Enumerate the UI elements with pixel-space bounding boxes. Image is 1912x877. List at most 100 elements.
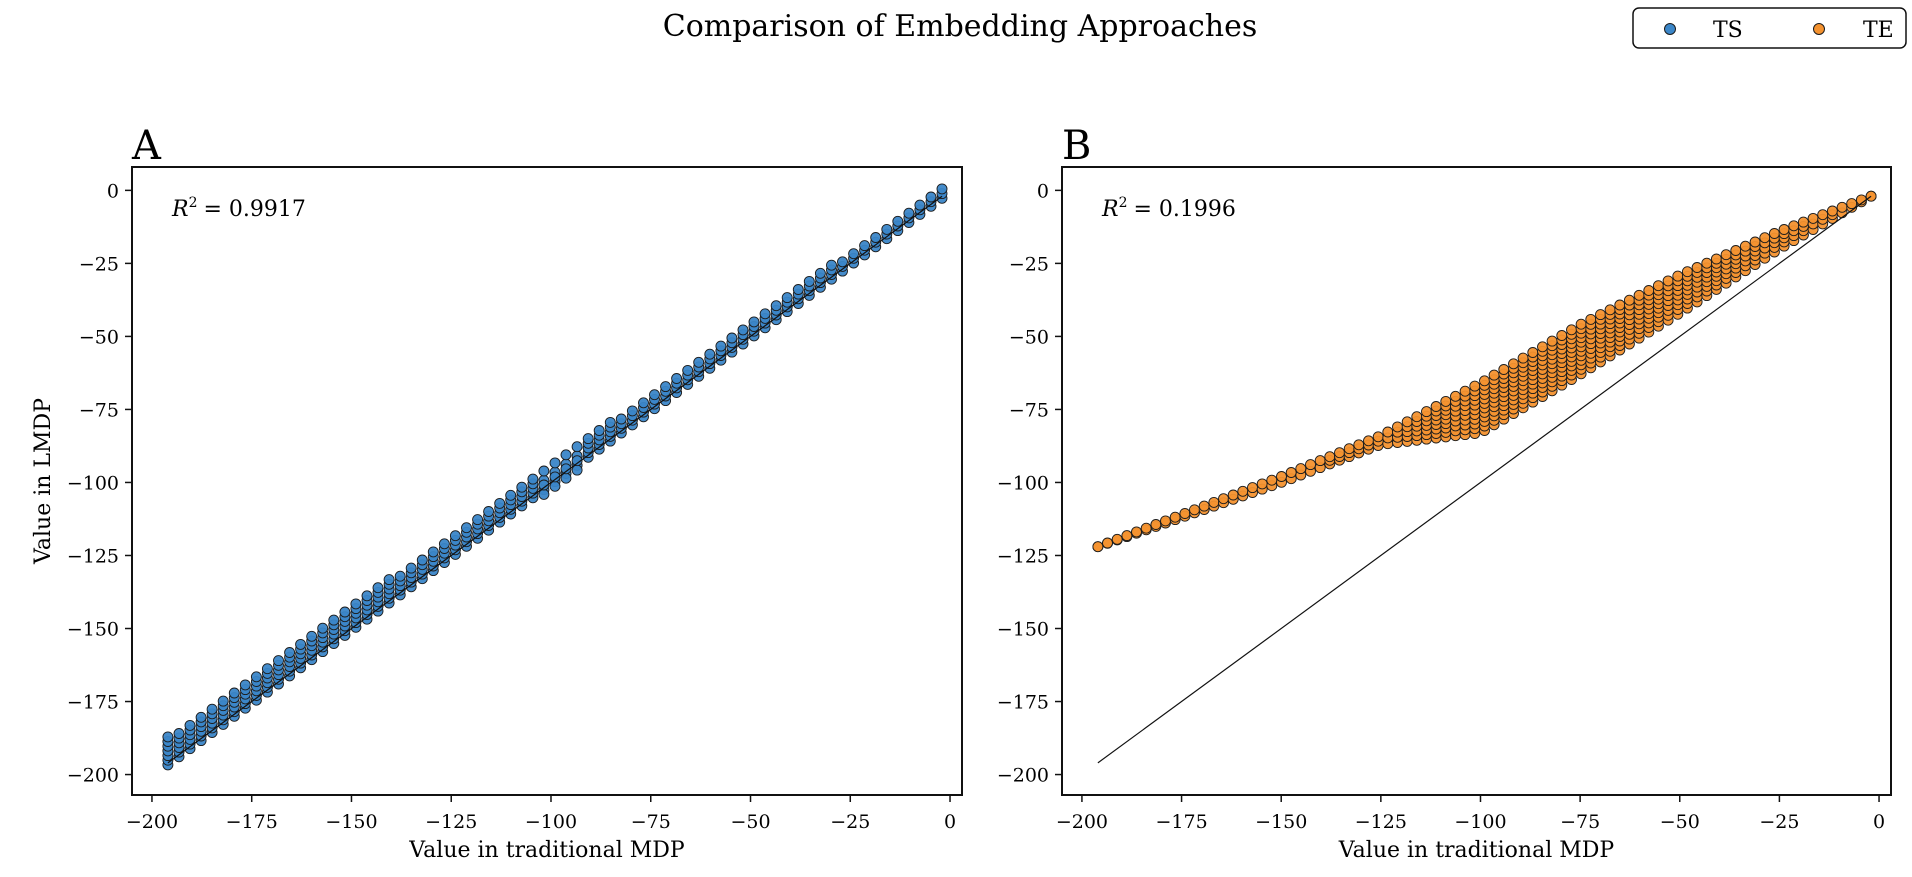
x-tick-label: −125 [1355,811,1407,833]
data-point [317,622,329,634]
data-point [615,413,627,425]
data-point [206,703,218,715]
data-point [1179,508,1191,519]
data-point [792,284,804,295]
data-point [1353,439,1365,451]
data-point [1585,313,1597,325]
data-point [826,259,837,271]
x-tick-label: −75 [1560,811,1600,833]
data-point [1392,421,1403,433]
legend: TS TE [1632,7,1907,49]
data-point [1807,212,1819,224]
panel-a: A −200 −175 −150 −125 −100 −75 −50 −25 0 0 −25 −50 −7… [31,123,963,863]
y-tick-label: −125 [67,545,119,567]
data-point [1488,369,1500,381]
y-tick-label: 0 [107,180,119,202]
data-point [1266,474,1278,486]
x-axis-label: Value in traditional MDP [408,838,685,863]
scatter-points [1092,190,1877,553]
data-point [1730,245,1742,256]
data-point [737,324,749,336]
data-point [560,463,572,475]
data-point [1691,262,1703,273]
data-point [416,554,428,566]
x-tick-label: −200 [126,811,178,833]
panel-letter: A [131,123,162,169]
data-point [1575,318,1587,330]
data-point [1826,205,1838,217]
data-point [1836,201,1848,213]
y-tick-label: −100 [67,472,119,494]
data-point [1247,482,1258,494]
legend-label-ts: TS [1713,18,1743,43]
x-tick-label: −100 [1454,811,1506,833]
data-point [1672,270,1684,282]
data-point [1633,289,1645,301]
data-point [1556,330,1568,341]
data-point [748,316,760,328]
data-point [1256,478,1268,490]
data-point [649,389,660,401]
data-point [472,514,484,526]
data-point [1681,266,1693,278]
scatter-points [162,183,948,771]
x-tick-label: −150 [1255,811,1307,833]
panel-letter: B [1062,123,1091,169]
data-point [638,397,649,409]
data-point [1440,395,1452,407]
data-point [1778,224,1790,235]
data-point [1372,431,1384,443]
y-tick-label: −175 [997,692,1049,714]
data-point [284,647,296,658]
legend-marker-te [1813,23,1825,35]
data-point [1401,416,1413,428]
data-point [1421,406,1432,418]
data-point [162,731,174,743]
data-point [715,340,727,352]
data-point [328,614,340,626]
data-point [693,356,705,368]
identity-line [1097,195,1872,764]
data-point [1363,435,1374,447]
data-point [1662,275,1674,287]
data-point [449,530,461,542]
data-point [383,574,395,586]
x-tick-label: 0 [1873,811,1885,833]
data-point [1865,190,1877,202]
data-point [306,630,318,642]
y-tick-label: −150 [67,619,119,641]
y-tick-label: −25 [1009,253,1049,275]
y-tick-label: −125 [997,545,1049,567]
data-point [1797,216,1809,228]
data-point [1150,519,1162,530]
data-point [1324,451,1336,463]
data-point [1643,285,1655,296]
data-point [1411,411,1423,423]
data-point [914,199,926,211]
data-point [527,473,539,485]
plot-frame [1061,166,1892,796]
chart-title: Comparison of Embedding Approaches [663,9,1258,44]
data-point [1788,220,1800,232]
data-point [803,275,815,287]
data-point [726,332,738,344]
data-point [571,441,583,453]
data-point [593,425,605,436]
data-point [1092,541,1104,553]
legend-frame [1632,7,1907,49]
data-point [870,232,882,243]
data-point [1537,341,1548,353]
data-point [494,497,506,509]
data-point [250,671,262,683]
data-point [1102,537,1113,549]
legend-marker-ts [1664,23,1676,35]
data-point [427,546,439,558]
data-point [361,590,373,602]
legend-label-te: TE [1863,18,1894,43]
data-point [1817,209,1829,221]
data-point [1121,530,1133,542]
data-point [1739,240,1751,252]
x-tick-label: 0 [944,811,956,833]
data-point [1623,294,1635,306]
y-tick-label: −50 [1009,326,1049,348]
